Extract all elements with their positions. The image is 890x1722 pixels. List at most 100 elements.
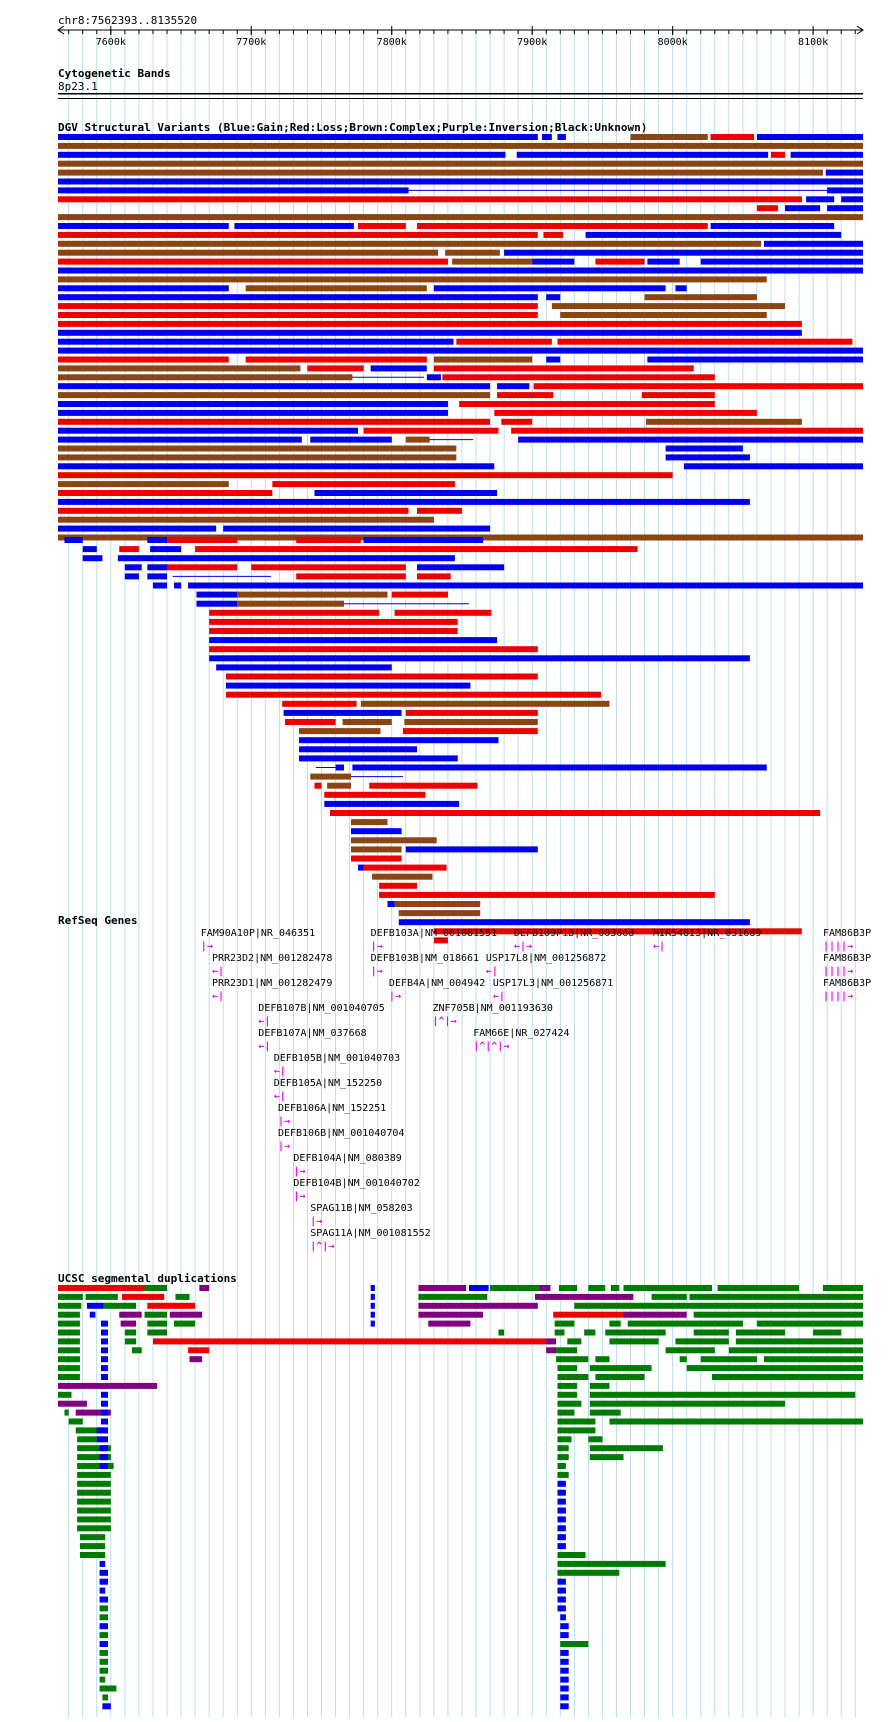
dgv-variant[interactable] [329, 810, 821, 816]
gene-label[interactable]: DEFB105B|NM_001040703 [274, 1053, 400, 1064]
segdup-feature[interactable] [99, 1569, 109, 1576]
segdup-feature[interactable] [589, 1409, 621, 1416]
dgv-variant[interactable] [58, 490, 273, 496]
dgv-variant[interactable] [363, 427, 499, 434]
segdup-feature[interactable] [100, 1338, 109, 1345]
segdup-feature[interactable] [560, 1667, 569, 1674]
segdup-feature[interactable] [99, 1560, 106, 1567]
segdup-feature[interactable] [100, 1329, 109, 1336]
segdup-feature[interactable] [99, 1649, 109, 1656]
segdup-feature[interactable] [557, 1552, 586, 1558]
segdup-feature[interactable] [58, 1285, 145, 1291]
segdup-feature[interactable] [813, 1329, 842, 1336]
gene-label[interactable]: DEFB4A|NM_004942 [389, 978, 485, 989]
dgv-variant[interactable] [307, 365, 364, 372]
dgv-variant[interactable] [551, 303, 786, 310]
segdup-feature[interactable] [557, 1374, 589, 1380]
track-title-segdup[interactable]: UCSC segmental duplications [58, 1272, 237, 1285]
dgv-variant[interactable] [58, 445, 457, 452]
segdup-feature[interactable] [535, 1293, 634, 1300]
segdup-feature[interactable] [174, 1320, 196, 1327]
segdup-feature[interactable] [557, 1463, 566, 1469]
segdup-feature[interactable] [75, 1409, 111, 1416]
dgv-variant[interactable] [152, 582, 168, 589]
segdup-feature[interactable] [58, 1391, 72, 1398]
dgv-variant[interactable] [756, 205, 778, 212]
dgv-variant[interactable] [370, 365, 427, 372]
dgv-variant[interactable] [195, 546, 638, 553]
dgv-variant[interactable] [645, 418, 802, 425]
segdup-feature[interactable] [144, 1311, 168, 1318]
dgv-variant[interactable] [379, 882, 418, 889]
segdup-feature[interactable] [595, 1374, 645, 1380]
segdup-feature[interactable] [557, 1365, 578, 1372]
dgv-variant[interactable] [58, 276, 767, 283]
segdup-feature[interactable] [89, 1311, 96, 1318]
segdup-feature[interactable] [169, 1311, 203, 1318]
segdup-feature[interactable] [693, 1311, 863, 1318]
segdup-feature[interactable] [58, 1329, 80, 1336]
dgv-variant[interactable] [209, 646, 538, 653]
segdup-feature[interactable] [560, 1676, 569, 1683]
gene-label[interactable]: DEFB104A|NM_080389 [293, 1153, 401, 1164]
dgv-variant[interactable] [546, 294, 561, 301]
segdup-feature[interactable] [58, 1338, 80, 1345]
gene-glyph-icon[interactable]: |→ [201, 941, 213, 952]
segdup-feature[interactable] [85, 1293, 118, 1300]
gene-label[interactable]: SPAG11B|NM_058203 [310, 1203, 412, 1214]
segdup-feature[interactable] [99, 1463, 109, 1469]
segdup-feature[interactable] [557, 1436, 572, 1443]
segdup-feature[interactable] [58, 1320, 80, 1327]
segdup-feature[interactable] [370, 1293, 375, 1300]
dgv-variant[interactable] [497, 383, 530, 390]
segdup-feature[interactable] [589, 1400, 624, 1407]
dgv-variant[interactable] [841, 196, 863, 203]
segdup-feature[interactable] [557, 1578, 566, 1585]
dgv-variant[interactable] [358, 864, 364, 871]
dgv-variant[interactable] [595, 258, 645, 265]
segdup-feature[interactable] [735, 1338, 863, 1345]
dgv-variant[interactable] [58, 294, 538, 301]
dgv-variant[interactable] [405, 436, 430, 443]
dgv-variant[interactable] [363, 537, 484, 543]
segdup-feature[interactable] [147, 1329, 168, 1336]
dgv-variant[interactable] [82, 555, 103, 562]
segdup-feature[interactable] [124, 1338, 137, 1345]
segdup-feature[interactable] [99, 1614, 109, 1621]
dgv-variant[interactable] [518, 436, 863, 443]
dgv-variant[interactable] [363, 864, 447, 871]
gene-glyph-icon[interactable]: |^|→ [310, 1241, 334, 1252]
dgv-variant[interactable] [58, 312, 538, 318]
dgv-variant[interactable] [124, 573, 139, 580]
dgv-variant[interactable] [710, 223, 835, 229]
dgv-variant[interactable] [433, 356, 533, 363]
segdup-feature[interactable] [557, 1454, 569, 1461]
segdup-feature[interactable] [589, 1382, 610, 1389]
dgv-variant[interactable] [58, 401, 448, 407]
dgv-variant[interactable] [494, 409, 757, 416]
segdup-feature[interactable] [99, 1641, 109, 1647]
dgv-variant[interactable] [335, 764, 344, 771]
dgv-variant[interactable] [433, 937, 448, 944]
dgv-variant[interactable] [404, 719, 538, 725]
segdup-feature[interactable] [100, 1374, 109, 1380]
gene-label[interactable]: FAM90A10P|NR_046351 [201, 928, 315, 939]
dgv-variant[interactable] [188, 582, 864, 589]
dgv-variant[interactable] [310, 436, 392, 443]
dgv-variant[interactable] [58, 169, 823, 176]
dgv-variant[interactable] [683, 463, 863, 470]
segdup-feature[interactable] [560, 1632, 569, 1639]
dgv-variant[interactable] [324, 800, 460, 807]
segdup-feature[interactable] [77, 1454, 111, 1461]
dgv-variant[interactable] [124, 564, 142, 571]
dgv-variant[interactable] [225, 691, 602, 698]
track-title-refseq[interactable]: RefSeq Genes [58, 914, 137, 927]
gene-glyph-icon[interactable]: ||||→ [823, 991, 853, 1002]
segdup-feature[interactable] [468, 1285, 489, 1291]
segdup-feature[interactable] [79, 1552, 106, 1558]
segdup-feature[interactable] [175, 1293, 190, 1300]
dgv-variant[interactable] [647, 258, 680, 265]
refseq-track[interactable]: FAM90A10P|NR_046351 |→ DEFB103A|NM_0010815… [201, 928, 871, 1252]
dgv-variant[interactable] [417, 564, 505, 571]
dgv-variant[interactable] [296, 537, 361, 543]
